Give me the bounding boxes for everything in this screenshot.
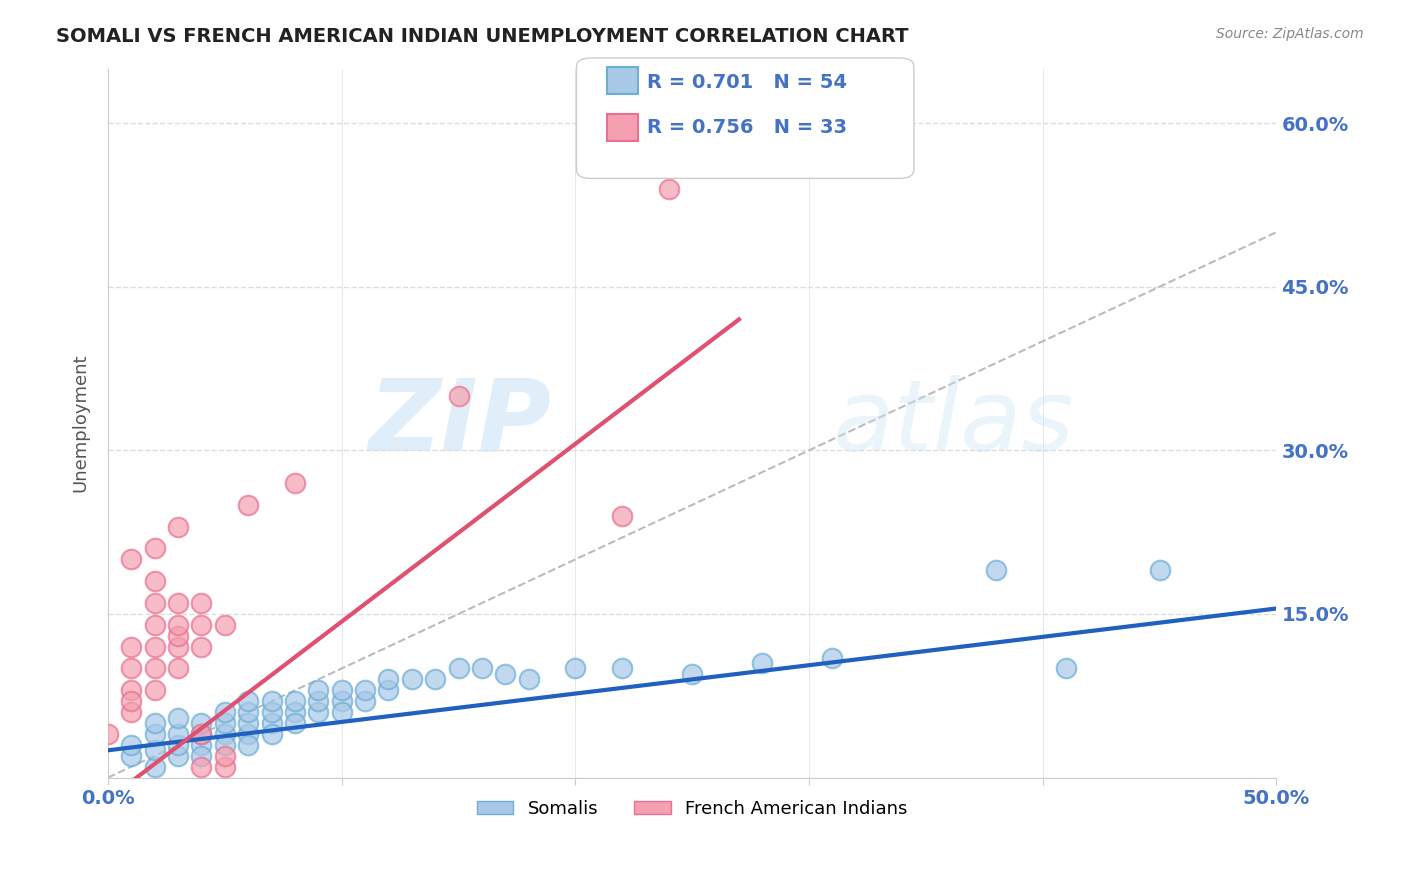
Point [307, 705, 329, 719]
Point [330, 694, 353, 708]
Point [214, 727, 236, 741]
Point [260, 705, 283, 719]
Point [167, 629, 190, 643]
Point [260, 727, 283, 741]
Point [143, 743, 166, 757]
Point [214, 617, 236, 632]
Point [307, 683, 329, 698]
Point [143, 683, 166, 698]
Point [214, 705, 236, 719]
Point [120, 705, 142, 719]
Point [260, 716, 283, 731]
Point [190, 596, 212, 610]
Point [120, 694, 142, 708]
Point [167, 596, 190, 610]
Point [238, 716, 260, 731]
Point [214, 716, 236, 731]
Point [214, 748, 236, 763]
Point [354, 683, 377, 698]
Point [143, 617, 166, 632]
Point [190, 727, 212, 741]
Point [214, 759, 236, 773]
Point [610, 508, 633, 523]
Point [377, 683, 399, 698]
Point [401, 673, 423, 687]
Point [984, 563, 1007, 577]
Point [143, 727, 166, 741]
Text: ZIP: ZIP [368, 375, 553, 472]
Point [143, 541, 166, 556]
Point [284, 716, 307, 731]
Text: Source: ZipAtlas.com: Source: ZipAtlas.com [1216, 27, 1364, 41]
Point [494, 667, 516, 681]
Point [120, 748, 142, 763]
Point [143, 661, 166, 675]
Point [97, 727, 120, 741]
Point [167, 661, 190, 675]
Point [190, 640, 212, 654]
Point [190, 617, 212, 632]
Point [238, 738, 260, 752]
Point [377, 673, 399, 687]
Point [120, 640, 142, 654]
Point [1149, 563, 1171, 577]
Point [190, 727, 212, 741]
Y-axis label: Unemployment: Unemployment [72, 354, 89, 492]
Point [120, 738, 142, 752]
Point [190, 716, 212, 731]
Point [120, 661, 142, 675]
Point [238, 727, 260, 741]
Point [330, 683, 353, 698]
Point [214, 738, 236, 752]
Point [167, 748, 190, 763]
Point [190, 738, 212, 752]
Point [284, 476, 307, 491]
Point [143, 574, 166, 589]
Point [238, 705, 260, 719]
Point [821, 650, 844, 665]
Point [143, 716, 166, 731]
Text: R = 0.756   N = 33: R = 0.756 N = 33 [647, 118, 846, 137]
Point [190, 759, 212, 773]
Point [751, 656, 773, 670]
Point [658, 181, 681, 195]
Point [284, 705, 307, 719]
Point [354, 694, 377, 708]
Legend: Somalis, French American Indians: Somalis, French American Indians [470, 793, 914, 825]
Point [330, 705, 353, 719]
Point [425, 673, 447, 687]
Text: atlas: atlas [832, 375, 1074, 472]
Point [167, 710, 190, 724]
Point [517, 673, 540, 687]
Point [238, 694, 260, 708]
Point [307, 694, 329, 708]
Point [471, 661, 494, 675]
Point [167, 727, 190, 741]
Point [167, 617, 190, 632]
Point [681, 667, 703, 681]
Point [120, 683, 142, 698]
Point [284, 694, 307, 708]
Text: SOMALI VS FRENCH AMERICAN INDIAN UNEMPLOYMENT CORRELATION CHART: SOMALI VS FRENCH AMERICAN INDIAN UNEMPLO… [56, 27, 908, 45]
Point [143, 640, 166, 654]
Point [190, 748, 212, 763]
Point [167, 640, 190, 654]
Point [238, 498, 260, 512]
Point [143, 596, 166, 610]
Point [610, 661, 633, 675]
Text: R = 0.701   N = 54: R = 0.701 N = 54 [647, 72, 846, 92]
Point [447, 661, 470, 675]
Point [143, 759, 166, 773]
Point [260, 694, 283, 708]
Point [167, 738, 190, 752]
Point [167, 519, 190, 533]
Point [564, 661, 586, 675]
Point [447, 389, 470, 403]
Point [120, 552, 142, 566]
Point [1054, 661, 1077, 675]
